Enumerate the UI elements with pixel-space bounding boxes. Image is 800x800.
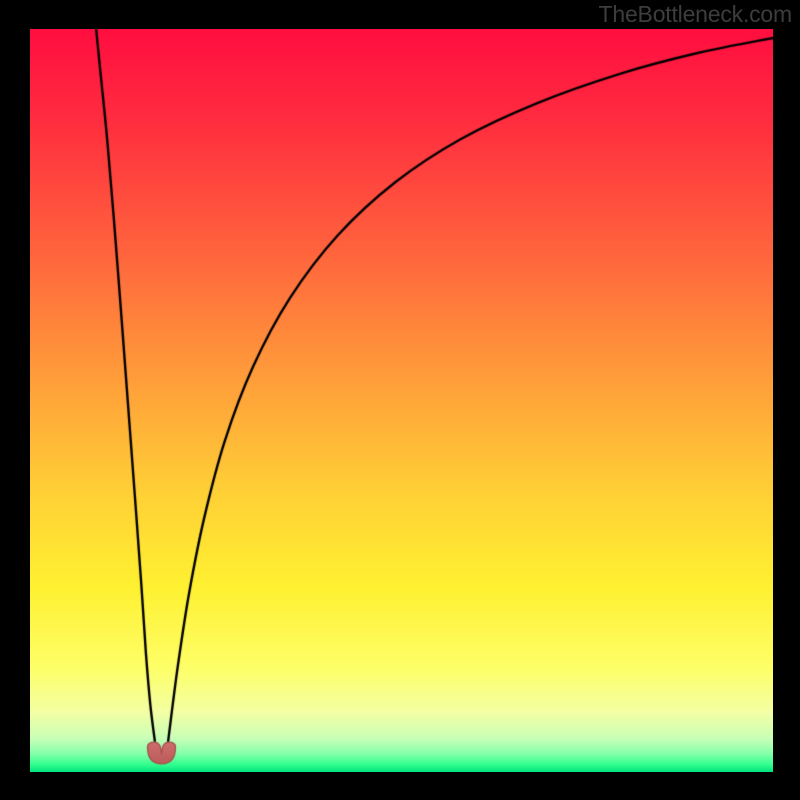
chart-stage: TheBottleneck.com (0, 0, 800, 800)
plot-canvas (30, 29, 773, 772)
plot-area (30, 29, 773, 772)
attribution-label: TheBottleneck.com (599, 1, 792, 28)
